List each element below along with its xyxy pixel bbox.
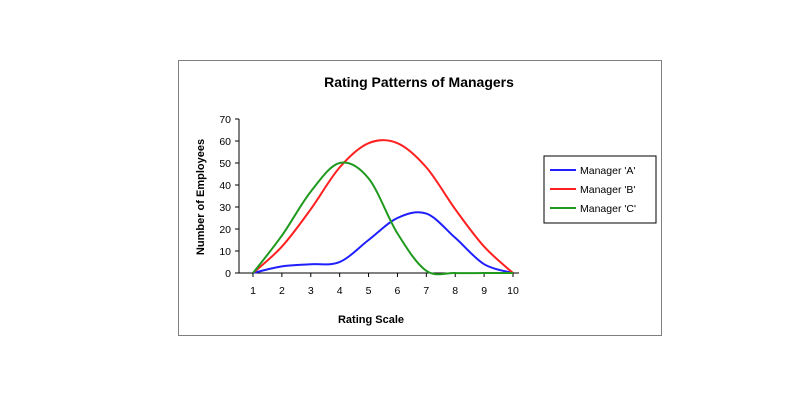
legend-label-1: Manager 'A'	[580, 165, 635, 177]
x-axis-label: Rating Scale	[338, 314, 404, 326]
x-tick-label: 2	[279, 285, 285, 297]
x-tick-label: 10	[507, 285, 519, 297]
y-tick-label: 60	[219, 136, 231, 148]
y-axis-label: Number of Employees	[195, 139, 207, 255]
series-line-1	[252, 211, 514, 274]
chart-title: Rating Patterns of Managers	[324, 74, 514, 90]
line-chart: Rating Patterns of Managers Rating Scale…	[195, 74, 657, 326]
x-tick-label: 7	[423, 285, 429, 297]
chart-frame: Rating Patterns of Managers Rating Scale…	[178, 60, 662, 336]
x-tick-label: 5	[366, 285, 372, 297]
legend: Manager 'A' Manager 'B' Manager 'C'	[543, 155, 657, 224]
y-tick-label: 0	[225, 268, 231, 280]
y-tick-label: 50	[219, 158, 231, 170]
x-tick-label: 1	[250, 285, 256, 297]
y-tick-label: 30	[219, 202, 231, 214]
series-line-3	[252, 161, 513, 276]
x-tick-label: 3	[308, 285, 314, 297]
legend-label-3: Manager 'C'	[580, 203, 636, 215]
x-tick-label: 4	[337, 285, 343, 297]
x-tick-label: 8	[452, 285, 458, 297]
series-line-2	[252, 139, 514, 274]
x-tick-label: 9	[481, 285, 487, 297]
plot-area: 0 10 20 30 40 50 60 70 1 2 3 4 5 6 7 8 9 10	[219, 114, 519, 297]
y-tick-label: 20	[219, 224, 231, 236]
x-tick-label: 6	[395, 285, 401, 297]
legend-label-2: Manager 'B'	[580, 184, 635, 196]
y-tick-label: 70	[219, 114, 231, 126]
y-tick-label: 40	[219, 180, 231, 192]
y-tick-label: 10	[219, 246, 231, 258]
